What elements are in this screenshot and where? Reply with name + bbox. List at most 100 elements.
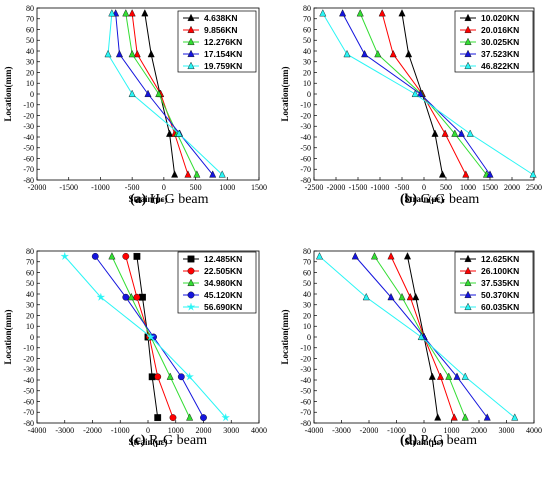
y-tick-label: -50	[300, 387, 311, 396]
y-tick-label: 60	[303, 25, 311, 34]
data-point-0-0	[398, 9, 406, 17]
data-point-2-1	[374, 49, 382, 58]
y-tick-label: 70	[26, 258, 34, 267]
y-tick-label: -50	[23, 387, 34, 396]
data-point-3-1	[122, 293, 130, 301]
data-point-4-1	[343, 49, 351, 58]
y-tick-label: 80	[303, 4, 311, 13]
y-tick-label: -70	[23, 408, 34, 417]
y-tick-label: -20	[300, 111, 311, 120]
y-tick-label: 20	[303, 311, 311, 320]
data-point-0-4	[171, 170, 179, 178]
y-tick-label: -10	[23, 344, 34, 353]
y-tick-label: 80	[26, 4, 34, 13]
legend-entry-4: 19.759KN	[204, 61, 242, 71]
y-tick-label: 80	[303, 247, 311, 256]
x-tick-label: 0	[162, 183, 166, 192]
caption-letter: (b)	[400, 192, 417, 207]
y-tick-label: -20	[23, 111, 34, 120]
y-tick-label: 10	[26, 322, 34, 331]
y-tick-label: 40	[26, 47, 34, 56]
data-point-4-2	[128, 89, 136, 98]
y-tick-label: -50	[300, 144, 311, 153]
data-point-1-0	[387, 252, 395, 260]
x-tick-label: 4000	[251, 426, 267, 435]
x-tick-label: 4000	[526, 426, 542, 435]
data-point-2-0	[122, 9, 130, 17]
data-point-1-1	[133, 293, 141, 301]
x-tick-label: 500	[440, 183, 452, 192]
y-tick-label: 20	[26, 311, 34, 320]
data-point-3-0	[91, 252, 99, 260]
y-tick-label: -20	[23, 354, 34, 363]
x-tick-label: -4000	[28, 426, 47, 435]
legend-marker-3	[464, 49, 472, 57]
caption-letter: (d)	[400, 433, 417, 448]
legend-entry-3: 45.120KN	[204, 290, 242, 300]
chart-panel-0: -2000 -1500 -1000 -500 0 500 1000 1500-80-70-60…	[3, 4, 267, 207]
data-point-4-0	[108, 9, 116, 17]
y-tick-label: 60	[26, 25, 34, 34]
x-tick-label: -3000	[55, 426, 74, 435]
x-tick-label: -2000	[83, 426, 102, 435]
legend-marker-1	[464, 25, 472, 33]
data-point-4-4	[221, 413, 230, 422]
x-tick-label: -1500	[349, 183, 368, 192]
x-tick-label: -2000	[327, 183, 346, 192]
y-tick-label: -70	[300, 408, 311, 417]
legend-entry-3: 17.154KN	[204, 49, 242, 59]
data-point-0-3	[166, 129, 174, 137]
x-tick-label: 1500	[251, 183, 267, 192]
x-axis-label: Strain(με)	[129, 437, 168, 447]
data-point-4-3	[185, 372, 194, 381]
y-tick-label: 40	[303, 47, 311, 56]
caption-text: H-G beam	[146, 192, 208, 207]
y-tick-label: -10	[300, 101, 311, 110]
data-point-2-1	[127, 292, 135, 301]
legend: 10.020KN 20.016KN 30.025KN 37.523KN 46.822KN	[454, 10, 534, 73]
y-tick-label: -60	[23, 397, 34, 406]
data-point-3-3	[457, 129, 465, 137]
data-point-3-1	[361, 49, 369, 58]
data-point-1-1	[133, 49, 141, 58]
y-tick-label: 40	[26, 290, 34, 299]
legend-marker-0	[187, 13, 195, 21]
caption-text: P-G beam	[417, 433, 477, 448]
x-tick-label: 0	[422, 183, 426, 192]
x-tick-label: -1000	[371, 183, 390, 192]
y-tick-label: 40	[303, 290, 311, 299]
data-point-0-4	[154, 414, 162, 422]
y-tick-label: -60	[23, 154, 34, 163]
legend-marker-2	[187, 37, 195, 45]
data-point-4-3	[175, 129, 183, 137]
y-tick-label: 70	[303, 258, 311, 267]
data-point-4-4	[218, 170, 226, 178]
y-tick-label: -60	[300, 397, 311, 406]
data-point-0-1	[147, 49, 155, 58]
legend-entry-4: 56.690KN	[204, 302, 242, 312]
caption-letter: (c)	[130, 433, 146, 448]
legend-marker-1	[187, 267, 195, 275]
data-point-1-4	[462, 170, 470, 178]
legend-marker-3	[187, 291, 195, 299]
data-point-3-3	[453, 372, 461, 380]
y-tick-label: 30	[26, 58, 34, 67]
y-axis-label: Location(mm)	[3, 310, 13, 365]
y-tick-label: 30	[303, 301, 311, 310]
x-tick-label: -2000	[360, 426, 379, 435]
data-point-4-1	[362, 292, 370, 301]
caption-letter: (a)	[130, 192, 147, 207]
y-tick-label: -20	[300, 354, 311, 363]
data-point-1-4	[450, 413, 458, 421]
legend-marker-1	[464, 266, 472, 274]
y-tick-label: -30	[23, 365, 34, 374]
y-tick-label: -80	[23, 419, 34, 428]
legend-marker-4	[187, 61, 195, 70]
data-point-2-1	[128, 49, 136, 58]
legend-entry-0: 12.625KN	[481, 254, 519, 264]
data-point-0-0	[141, 9, 149, 17]
data-point-2-2	[155, 89, 163, 98]
data-point-3-0	[339, 9, 347, 17]
data-point-0-4	[434, 413, 442, 421]
